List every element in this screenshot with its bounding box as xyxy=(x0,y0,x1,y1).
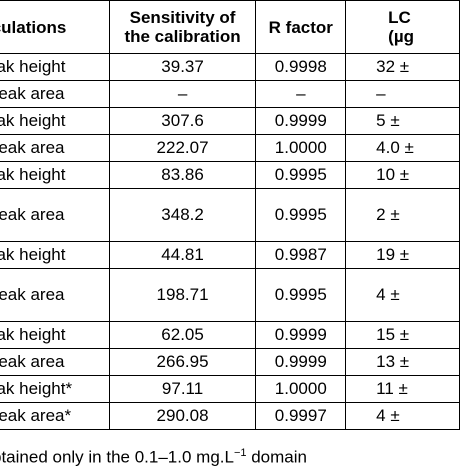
header-calculations: lculations xyxy=(0,0,110,54)
cell-r-factor: 0.9995 xyxy=(255,188,347,242)
cell-calculation: Peak area xyxy=(0,348,110,376)
cell-r-factor: 0.9999 xyxy=(255,107,347,135)
cell-sensitivity: 39.37 xyxy=(108,53,257,81)
cell-calculation: Peak area xyxy=(0,268,110,322)
cell-calculation: eak height xyxy=(0,241,110,269)
cell-calculation: eak height xyxy=(0,53,110,81)
cell-lod: 13 ± xyxy=(345,348,460,376)
cell-sensitivity: 62.05 xyxy=(108,321,257,349)
cell-sensitivity: 290.08 xyxy=(108,402,257,430)
cell-lod: 5 ± xyxy=(345,107,460,135)
cell-calculation: eak height xyxy=(0,321,110,349)
cell-calculation: eak height xyxy=(0,161,110,189)
cell-lod: 15 ± xyxy=(345,321,460,349)
cell-lod: 10 ± xyxy=(345,161,460,189)
cell-sensitivity: 83.86 xyxy=(108,161,257,189)
cell-calculation: eak height* xyxy=(0,375,110,403)
cell-lod: 4 ± xyxy=(345,402,460,430)
cell-sensitivity: – xyxy=(108,80,257,108)
cell-lod: 19 ± xyxy=(345,241,460,269)
cell-r-factor: 0.9995 xyxy=(255,268,347,322)
cell-calculation: eak height xyxy=(0,107,110,135)
cell-sensitivity: 266.95 xyxy=(108,348,257,376)
cell-r-factor: 0.9999 xyxy=(255,321,347,349)
cell-lod: – xyxy=(345,80,460,108)
cell-r-factor: 0.9997 xyxy=(255,402,347,430)
cell-calculation: Peak area xyxy=(0,134,110,162)
cell-r-factor: 0.9995 xyxy=(255,161,347,189)
cell-sensitivity: 44.81 xyxy=(108,241,257,269)
cell-r-factor: 0.9987 xyxy=(255,241,347,269)
header-sensitivity: Sensitivity of the calibration xyxy=(108,0,257,54)
table-header-row: lculations Sensitivity of the calibratio… xyxy=(0,0,460,54)
cell-calculation: Peak area* xyxy=(0,402,110,430)
cell-sensitivity: 97.11 xyxy=(108,375,257,403)
calibration-table: lculations Sensitivity of the calibratio… xyxy=(0,0,460,430)
cell-lod: 4 ± xyxy=(345,268,460,322)
cell-r-factor: 1.0000 xyxy=(255,134,347,162)
header-lod: LC (µg xyxy=(345,0,460,54)
cell-calculation: Peak area xyxy=(0,80,110,108)
cell-sensitivity: 348.2 xyxy=(108,188,257,242)
footnote: btained only in the 0.1–1.0 mg.L−1 domai… xyxy=(0,447,307,467)
cell-lod: 32 ± xyxy=(345,53,460,81)
cell-r-factor: 1.0000 xyxy=(255,375,347,403)
header-r-factor: R factor xyxy=(255,0,347,54)
cell-sensitivity: 307.6 xyxy=(108,107,257,135)
cell-sensitivity: 198.71 xyxy=(108,268,257,322)
cell-lod: 2 ± xyxy=(345,188,460,242)
cell-lod: 4.0 ± xyxy=(345,134,460,162)
cell-r-factor: 0.9998 xyxy=(255,53,347,81)
table-row: Peak area––– xyxy=(0,80,460,108)
cell-calculation: Peak area xyxy=(0,188,110,242)
cell-r-factor: 0.9999 xyxy=(255,348,347,376)
cell-lod: 11 ± xyxy=(345,375,460,403)
cell-sensitivity: 222.07 xyxy=(108,134,257,162)
cell-r-factor: – xyxy=(255,80,347,108)
